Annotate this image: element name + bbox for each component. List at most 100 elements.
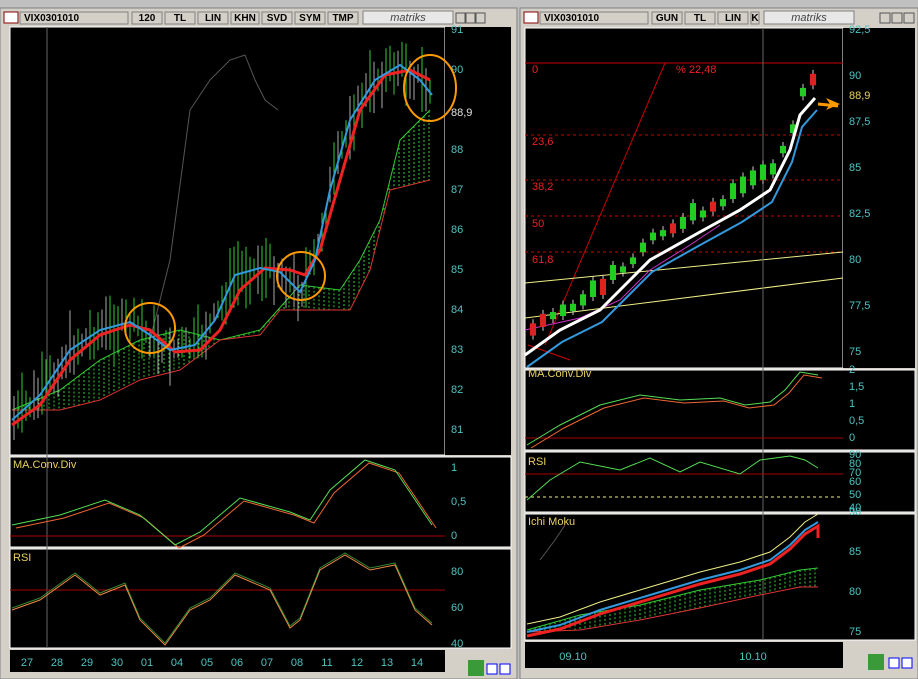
refresh-button[interactable] (468, 660, 484, 676)
fib-range: % 22,48 (676, 64, 716, 76)
candle (670, 223, 676, 234)
toolbar-button-label: LIN (725, 13, 741, 24)
panel-title: MA.Conv.Div (528, 368, 592, 380)
window-control[interactable] (903, 12, 915, 24)
toolbar-button[interactable] (230, 11, 260, 25)
candle (760, 164, 766, 180)
price-tick-label: 82,5 (849, 208, 870, 220)
window-control[interactable] (465, 12, 476, 24)
toolbar-button-label: K (751, 13, 759, 24)
toolbar-button-label: SVD (267, 13, 288, 24)
chikou-line (526, 513, 819, 625)
scroll-right[interactable] (901, 657, 913, 669)
candle (610, 265, 616, 281)
macd-panel (9, 456, 512, 548)
toolbar-button[interactable] (750, 11, 760, 25)
refresh-button[interactable] (868, 654, 884, 670)
tenkan-line (11, 63, 433, 421)
candle (650, 232, 656, 241)
logo-box (763, 10, 855, 25)
window-control[interactable] (891, 12, 903, 24)
candle (560, 304, 566, 316)
candle (770, 163, 776, 175)
rsi-tick-label: 80 (849, 458, 861, 470)
scroll-left[interactable] (888, 657, 900, 669)
price-tick-label: 82 (451, 384, 463, 396)
candle (720, 199, 726, 207)
price-tick-label: 75 (849, 346, 861, 358)
candle (740, 176, 746, 194)
date-label: 09.10 (559, 651, 587, 663)
candle (590, 280, 596, 297)
price-axis-bg (445, 27, 511, 455)
candle (630, 257, 636, 265)
window-control[interactable] (475, 12, 486, 24)
cloud-lower (526, 586, 818, 633)
rsi-line (11, 554, 433, 646)
price-tick-label: 87,5 (849, 116, 870, 128)
date-axis (10, 650, 445, 672)
price-axis-bg (843, 28, 915, 368)
macd-tick-label: 1,5 (849, 381, 864, 393)
rsi-line-2 (11, 552, 433, 644)
price-tick-label: 87 (451, 184, 463, 196)
candle (800, 87, 806, 97)
toolbar-button[interactable] (684, 11, 716, 25)
scroll-left[interactable] (486, 663, 498, 675)
candle (550, 312, 556, 320)
rsi-line (526, 455, 819, 501)
candle (580, 294, 586, 306)
cloud-upper (11, 109, 431, 411)
toolbar-button-label: TL (694, 13, 706, 24)
toolbar-button[interactable] (651, 11, 683, 25)
toolbar-button[interactable] (131, 11, 163, 25)
last-price: 88,9 (849, 90, 870, 102)
date-label: 10.10 (739, 651, 767, 663)
kijun-line (526, 523, 820, 638)
date-label: 14 (411, 657, 423, 669)
scroll-right[interactable] (499, 663, 511, 675)
window-control[interactable] (879, 12, 891, 24)
fib-label: 38,2 (532, 181, 553, 193)
toolbar-button[interactable] (327, 11, 359, 25)
ichimoku-tick-label: 80 (849, 586, 861, 598)
highlight (124, 302, 176, 354)
toolbar-button-label: KHN (234, 13, 256, 24)
rsi-panel (524, 451, 916, 513)
price-tick-label: 81 (451, 424, 463, 436)
date-label: 13 (381, 657, 393, 669)
macd-tick-label: 0,5 (451, 496, 466, 508)
candle (750, 170, 756, 186)
candle (690, 203, 696, 221)
toolbar-button[interactable] (164, 11, 196, 25)
price-tick-label: 91 (451, 24, 463, 36)
macd-line (11, 459, 433, 546)
rsi-tick-label: 70 (849, 467, 861, 479)
price-tick-label: 85 (849, 162, 861, 174)
toolbar-button[interactable] (261, 11, 293, 25)
trend-line (524, 251, 844, 284)
date-axis (525, 642, 843, 668)
macd-signal (530, 374, 823, 449)
date-label: 28 (51, 657, 63, 669)
ichimoku-tick-label: 90 (849, 506, 861, 518)
toolbar-button-label: TMP (332, 13, 353, 24)
macd-tick-label: 1 (451, 462, 457, 474)
price-panel (524, 27, 844, 369)
logo: matriks (791, 12, 827, 24)
window-control[interactable] (455, 12, 466, 24)
ichimoku-tick-label: 75 (849, 626, 861, 638)
toolbar-button[interactable] (294, 11, 326, 25)
macd-tick-label: 0 (451, 530, 457, 542)
candle (540, 313, 546, 327)
price-tick-label: 83 (451, 344, 463, 356)
toolbar-button[interactable] (717, 11, 749, 25)
candle (530, 323, 536, 336)
rsi-tick-label: 40 (849, 502, 861, 514)
panel-title: RSI (13, 552, 31, 564)
date-label: 11 (321, 657, 332, 669)
price-tick-label: 84 (451, 304, 463, 316)
toolbar-button[interactable] (197, 11, 229, 25)
macd-tick-label: 2 (849, 364, 855, 376)
